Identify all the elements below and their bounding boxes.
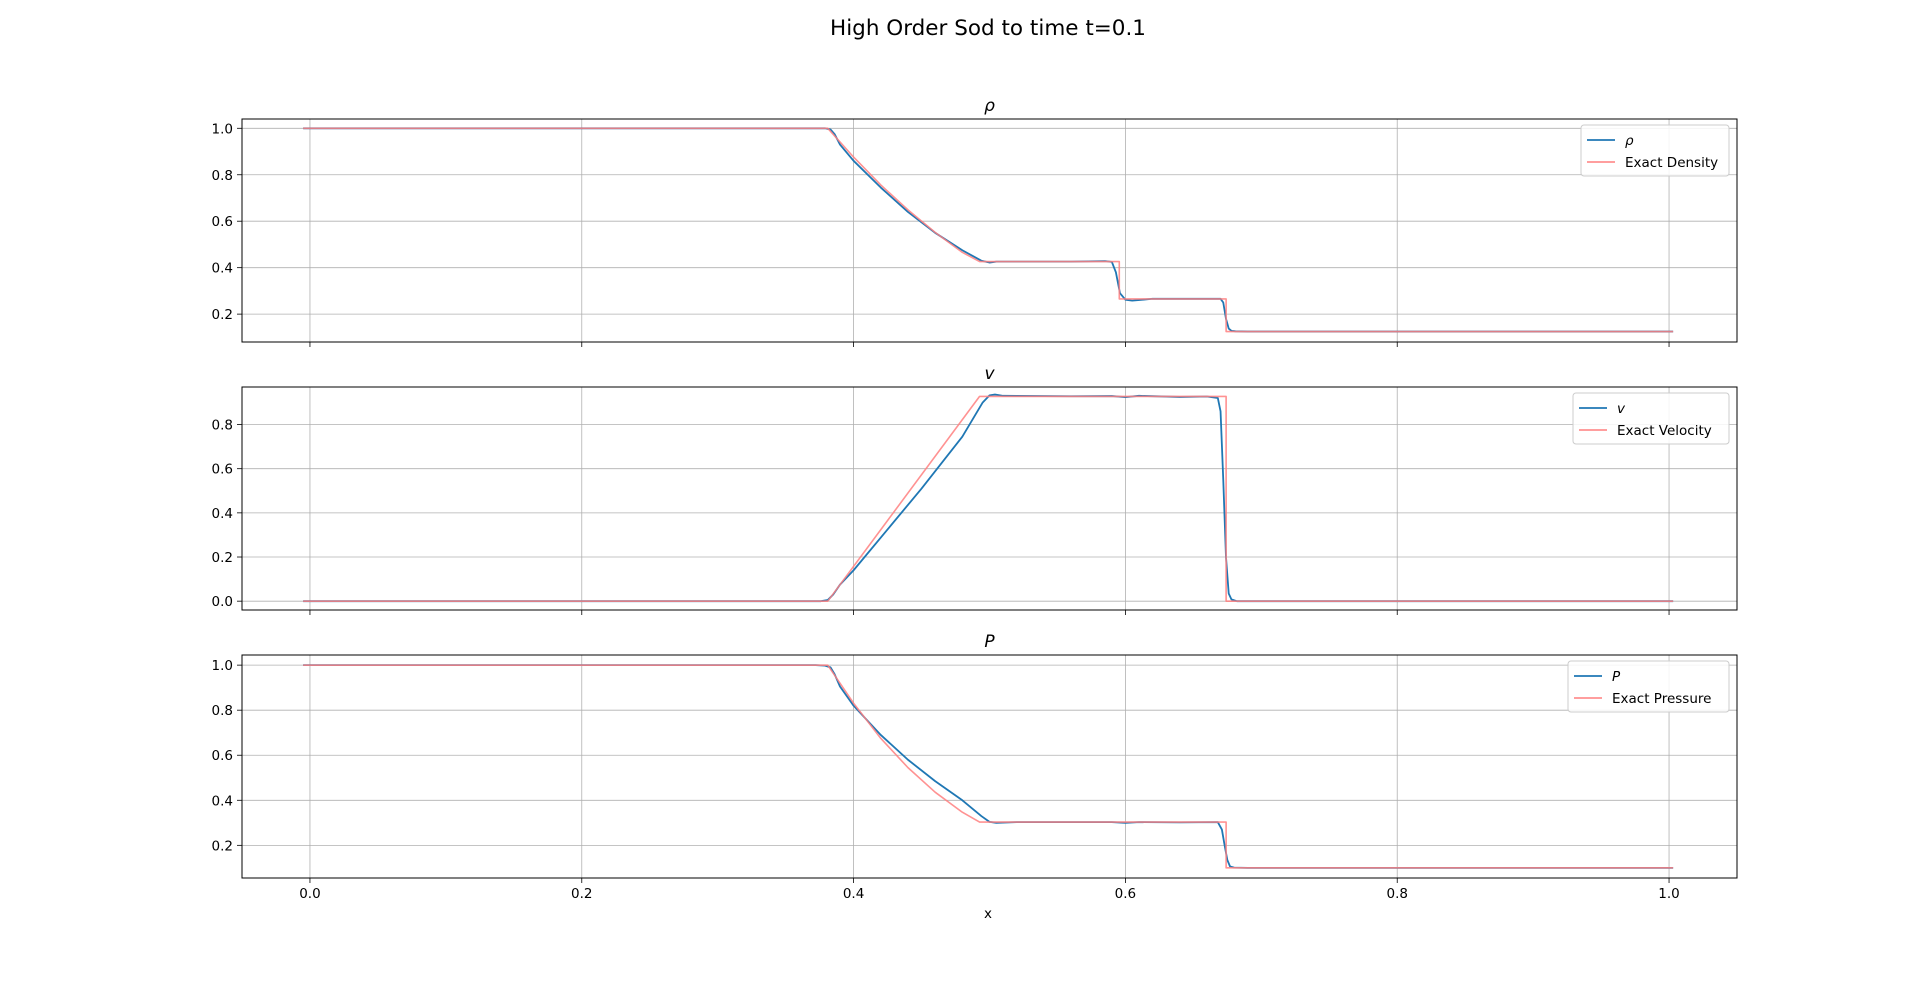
subplot-title: P (984, 632, 995, 652)
subplot-title: v (984, 364, 995, 384)
x-axis-label: x (984, 906, 992, 922)
exact-series-line (303, 664, 1674, 869)
subplot-2: 0.0 0.2 0.4 0.6 0.8 v v Exact Velocity (212, 364, 1738, 615)
y-tick-label: 0.6 (212, 214, 233, 230)
y-tick-label: 0.8 (212, 703, 233, 719)
legend-label: P (1612, 669, 1621, 685)
legend: P Exact Pressure (1567, 660, 1730, 713)
axes-frame (241, 118, 1738, 343)
x-tick-label: 0.0 (299, 886, 320, 902)
subplot-3: 0.0 0.2 0.4 0.6 0.8 1.0 0.2 0.4 0.6 0.8 1.0 P P Exact… (212, 632, 1738, 902)
x-tick-label: 0.8 (1386, 886, 1407, 902)
legend-box (1580, 124, 1730, 177)
legend: ρ Exact Density (1580, 124, 1730, 177)
y-tick-label: 0.2 (212, 838, 233, 854)
x-tick-label: 1.0 (1658, 886, 1679, 902)
y-tick-label: 0.2 (212, 307, 233, 323)
y-tick-label: 1.0 (212, 658, 233, 674)
y-tick-label: 0.2 (212, 550, 233, 566)
y-tick-label: 0.0 (212, 594, 233, 610)
y-tick-label: 0.4 (212, 261, 233, 277)
subplot-title: ρ (984, 96, 995, 116)
legend-box (1572, 392, 1730, 445)
numerical-series-line (303, 664, 1674, 869)
legend-label: Exact Velocity (1617, 423, 1712, 439)
axes-frame (241, 386, 1738, 611)
y-tick-label: 0.4 (212, 506, 233, 522)
legend-label: Exact Pressure (1612, 691, 1711, 707)
legend-label: v (1617, 401, 1626, 417)
series-group (303, 127, 1674, 333)
exact-series-line (303, 395, 1674, 602)
legend: v Exact Velocity (1572, 392, 1730, 445)
legend-box (1567, 660, 1730, 713)
legend-label: ρ (1625, 133, 1634, 149)
y-tick-label: 0.4 (212, 793, 233, 809)
x-tick-label: 0.6 (1115, 886, 1136, 902)
x-tick-label: 0.4 (843, 886, 864, 902)
y-tick-label: 0.8 (212, 168, 233, 184)
exact-series-line (303, 127, 1674, 333)
subplot-1: 0.2 0.4 0.6 0.8 1.0 ρ ρ Exact Density (212, 96, 1738, 347)
y-tick-label: 0.8 (212, 418, 233, 434)
y-tick-label: 0.6 (212, 748, 233, 764)
series-group (303, 393, 1674, 603)
x-tick-label: 0.2 (571, 886, 592, 902)
legend-label: Exact Density (1625, 155, 1718, 171)
axes-frame (241, 654, 1738, 879)
y-tick-label: 0.6 (212, 462, 233, 478)
numerical-series-line (303, 127, 1674, 333)
y-tick-label: 1.0 (212, 121, 233, 137)
series-group (303, 664, 1674, 869)
numerical-series-line (303, 393, 1674, 603)
figure-title: High Order Sod to time t=0.1 (830, 16, 1146, 41)
